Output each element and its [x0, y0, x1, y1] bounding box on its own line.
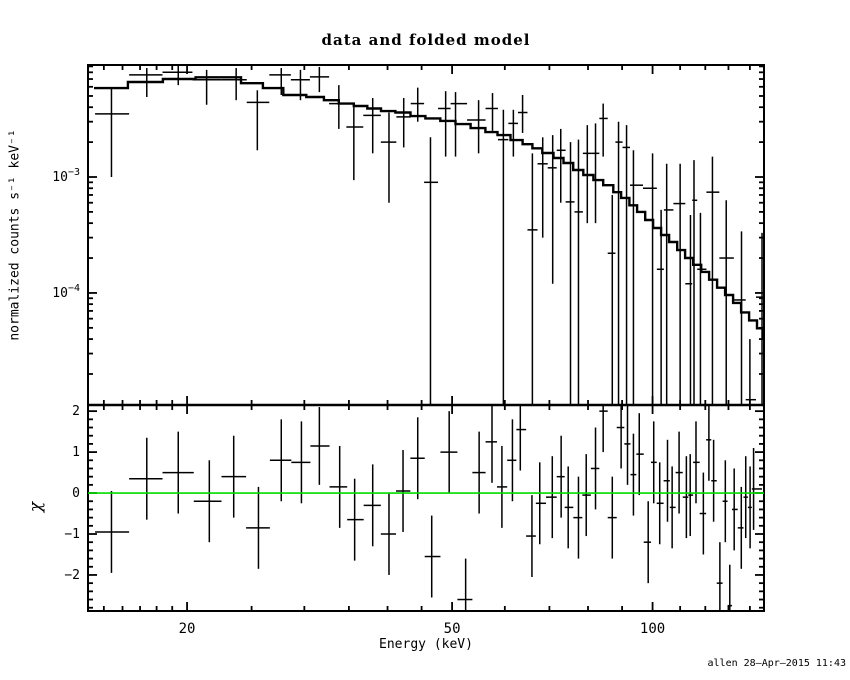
svg-text:1: 1 — [72, 445, 80, 460]
axis-tick-labels: 20 50 100 10−3 10−4 2 1 0 −1 −2 — [52, 167, 665, 637]
model-histogram — [94, 76, 765, 339]
svg-text:10−3: 10−3 — [52, 167, 80, 185]
signature-timestamp: allen 28–Apr–2015 11:43 — [707, 658, 846, 669]
axes-frame — [87, 64, 765, 612]
svg-text:0: 0 — [72, 486, 80, 501]
spectrum-data-points — [95, 65, 764, 405]
plot-title: data and folded model — [321, 31, 531, 49]
svg-text:2: 2 — [72, 404, 80, 419]
svg-text:−1: −1 — [64, 527, 80, 542]
svg-text:100: 100 — [640, 621, 665, 637]
x-axis-label-energy: Energy (keV) — [379, 637, 473, 652]
svg-text:10−4: 10−4 — [52, 283, 80, 301]
svg-text:50: 50 — [444, 621, 461, 637]
svg-text:20: 20 — [179, 621, 196, 637]
axis-ticks — [88, 65, 764, 611]
residual-data-points — [95, 405, 763, 611]
svg-text:−2: −2 — [64, 568, 80, 583]
